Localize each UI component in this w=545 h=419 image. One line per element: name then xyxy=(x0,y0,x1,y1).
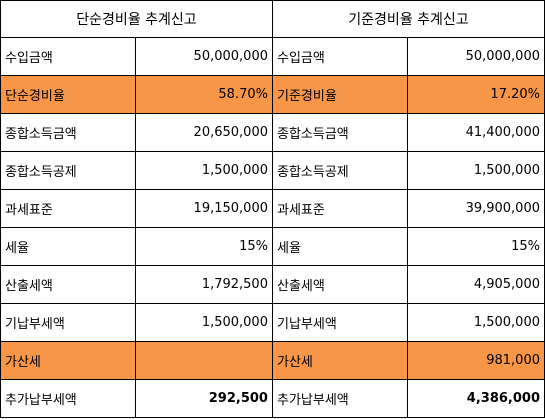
left-label-cell[interactable]: 추가납부세액 xyxy=(0,379,137,418)
right-value-cell[interactable]: 981,000 xyxy=(407,341,545,380)
header-row: 단순경비율 추계신고 기준경비율 추계신고 xyxy=(0,0,545,38)
left-label-cell[interactable]: 단순경비율 xyxy=(0,75,137,114)
left-value-cell[interactable]: 1,500,000 xyxy=(135,151,273,190)
right-value-cell[interactable]: 50,000,000 xyxy=(407,37,545,76)
left-label-cell[interactable]: 종합소득공제 xyxy=(0,151,137,190)
right-label-cell[interactable]: 과세표준 xyxy=(271,189,409,228)
left-value-cell[interactable]: 50,000,000 xyxy=(135,37,273,76)
left-label-cell[interactable]: 종합소득금액 xyxy=(0,113,137,152)
table-row: 종합소득공제 1,500,000 종합소득공제 1,500,000 xyxy=(0,151,545,190)
table-row: 세율 15% 세율 15% xyxy=(0,227,545,266)
right-total-value-cell[interactable]: 4,386,000 xyxy=(407,379,545,418)
table-row-total: 추가납부세액 292,500 추가납부세액 4,386,000 xyxy=(0,379,545,418)
left-value-cell[interactable]: 19,150,000 xyxy=(135,189,273,228)
right-label-cell[interactable]: 가산세 xyxy=(271,341,409,380)
table-row: 기납부세액 1,500,000 기납부세액 1,500,000 xyxy=(0,303,545,342)
right-label-cell[interactable]: 세율 xyxy=(271,227,409,266)
right-label-cell[interactable]: 산출세액 xyxy=(271,265,409,304)
table-row-highlighted: 가산세 가산세 981,000 xyxy=(0,341,545,380)
right-label-cell[interactable]: 종합소득공제 xyxy=(271,151,409,190)
left-value-cell[interactable]: 15% xyxy=(135,227,273,266)
right-value-cell[interactable]: 41,400,000 xyxy=(407,113,545,152)
left-label-cell[interactable]: 수입금액 xyxy=(0,37,137,76)
right-value-cell[interactable]: 4,905,000 xyxy=(407,265,545,304)
left-value-cell[interactable]: 1,500,000 xyxy=(135,303,273,342)
right-value-cell[interactable]: 1,500,000 xyxy=(407,151,545,190)
left-value-cell[interactable]: 58.70% xyxy=(135,75,273,114)
right-label-cell[interactable]: 수입금액 xyxy=(271,37,409,76)
left-label-cell[interactable]: 기납부세액 xyxy=(0,303,137,342)
left-value-cell[interactable] xyxy=(135,341,273,380)
table-row: 수입금액 50,000,000 수입금액 50,000,000 xyxy=(0,37,545,76)
left-value-cell[interactable]: 1,792,500 xyxy=(135,265,273,304)
left-label-cell[interactable]: 세율 xyxy=(0,227,137,266)
right-label-cell[interactable]: 기준경비율 xyxy=(271,75,409,114)
table-row: 산출세액 1,792,500 산출세액 4,905,000 xyxy=(0,265,545,304)
right-header[interactable]: 기준경비율 추계신고 xyxy=(271,0,545,38)
left-label-cell[interactable]: 산출세액 xyxy=(0,265,137,304)
table-row: 과세표준 19,150,000 과세표준 39,900,000 xyxy=(0,189,545,228)
right-label-cell[interactable]: 종합소득금액 xyxy=(271,113,409,152)
right-value-cell[interactable]: 17.20% xyxy=(407,75,545,114)
right-label-cell[interactable]: 추가납부세액 xyxy=(271,379,409,418)
right-value-cell[interactable]: 39,900,000 xyxy=(407,189,545,228)
left-label-cell[interactable]: 가산세 xyxy=(0,341,137,380)
right-value-cell[interactable]: 15% xyxy=(407,227,545,266)
left-header[interactable]: 단순경비율 추계신고 xyxy=(0,0,273,38)
left-total-value-cell[interactable]: 292,500 xyxy=(135,379,273,418)
right-label-cell[interactable]: 기납부세액 xyxy=(271,303,409,342)
table-row-highlighted: 단순경비율 58.70% 기준경비율 17.20% xyxy=(0,75,545,114)
right-value-cell[interactable]: 1,500,000 xyxy=(407,303,545,342)
table-row: 종합소득금액 20,650,000 종합소득금액 41,400,000 xyxy=(0,113,545,152)
left-label-cell[interactable]: 과세표준 xyxy=(0,189,137,228)
left-value-cell[interactable]: 20,650,000 xyxy=(135,113,273,152)
